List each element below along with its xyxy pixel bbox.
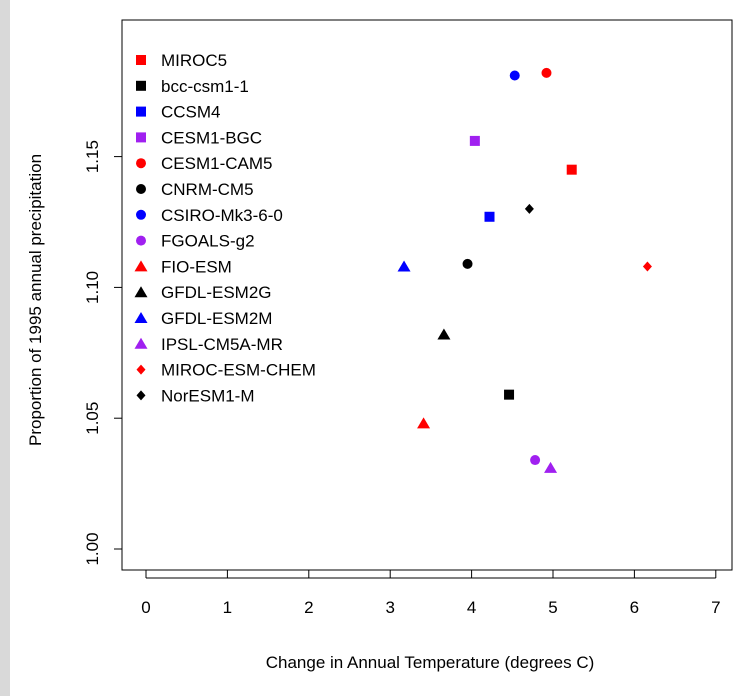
point-ipsl-cm5a-mr [544,461,558,473]
x-tick-label: 6 [630,598,639,617]
point-gfdl-esm2g [437,328,451,340]
y-tick-label: 1.15 [83,140,102,173]
legend-marker-ipsl-cm5a-mr [134,337,148,349]
legend-label-gfdl-esm2g: GFDL-ESM2G [161,283,272,302]
legend-marker-cnrm-cm5 [136,184,146,194]
legend-label-cnrm-cm5: CNRM-CM5 [161,180,254,199]
legend-marker-cesm1-bgc [136,132,146,143]
point-ccsm4 [484,211,495,222]
point-fgoals-g2 [530,455,541,466]
x-tick-label: 1 [223,598,232,617]
point-cnrm-cm5 [462,258,473,269]
x-tick-label: 2 [304,598,313,617]
y-tick-label: 1.10 [83,271,102,304]
legend-label-cesm1-cam5: CESM1-CAM5 [161,154,272,173]
legend-marker-gfdl-esm2g [134,286,148,298]
x-tick-label: 7 [711,598,720,617]
point-cesm1-bgc [469,135,480,146]
legend-marker-cesm1-cam5 [136,158,146,169]
legend-label-miroc5: MIROC5 [161,51,227,70]
y-axis: 1.00 1.05 1.10 1.15 [83,140,123,566]
point-miroc5 [566,164,577,175]
legend-marker-fio-esm [134,260,148,272]
point-noresm1-m [524,203,534,214]
legend-label-csiro-mk3-6-0: CSIRO-Mk3-6-0 [161,206,283,225]
legend-marker-ccsm4 [136,106,146,117]
x-tick-label: 3 [385,598,394,617]
legend: MIROC5 bcc-csm1-1 CCSM4 CESM1-BGC CESM1-CAM5… [134,51,316,405]
point-csiro-mk3-6-0 [509,70,520,81]
legend-marker-bcc-csm1-1 [136,80,146,91]
legend-marker-gfdl-esm2m [134,312,148,323]
legend-label-ccsm4: CCSM4 [161,103,221,122]
legend-label-noresm1-m: NorESM1-M [161,386,255,405]
y-tick-label: 1.05 [83,402,102,435]
legend-label-ipsl-cm5a-mr: IPSL-CM5A-MR [161,335,283,354]
legend-label-fio-esm: FIO-ESM [161,257,232,276]
x-tick-label: 0 [141,598,150,617]
legend-marker-miroc5 [136,55,146,65]
x-axis: 0 1 2 3 4 5 6 7 [141,570,721,617]
legend-marker-csiro-mk3-6-0 [136,209,146,220]
point-cesm1-cam5 [541,67,552,78]
point-fio-esm [417,417,431,429]
y-tick-label: 1.00 [83,532,102,565]
left-edge-bar [0,0,10,696]
legend-label-miroc-esm-chem: MIROC-ESM-CHEM [161,361,316,380]
point-bcc-csm1-1 [504,389,515,400]
x-tick-label: 4 [467,598,476,617]
legend-marker-fgoals-g2 [136,235,146,246]
point-gfdl-esm2m [397,260,411,272]
point-miroc-esm-chem [642,261,652,272]
legend-marker-noresm1-m [136,390,146,401]
legend-label-cesm1-bgc: CESM1-BGC [161,128,262,147]
legend-label-bcc-csm1-1: bcc-csm1-1 [161,77,249,96]
y-axis-label: Proportion of 1995 annual precipitation [26,154,45,446]
x-tick-label: 5 [548,598,557,617]
legend-label-fgoals-g2: FGOALS-g2 [161,232,255,251]
legend-label-gfdl-esm2m: GFDL-ESM2M [161,309,272,328]
data-points [397,67,652,473]
legend-marker-miroc-esm-chem [136,364,146,375]
x-axis-label: Change in Annual Temperature (degrees C) [266,653,595,672]
